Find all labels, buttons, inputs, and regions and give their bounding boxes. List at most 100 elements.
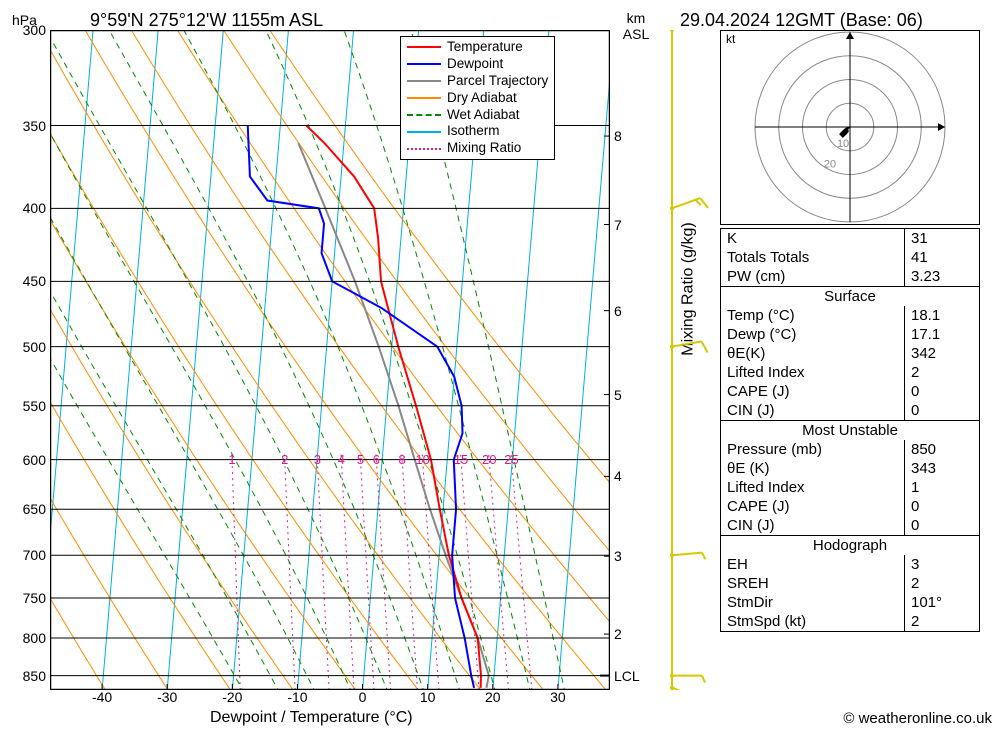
indices-value: 342 xyxy=(905,344,980,363)
legend-label: Temperature xyxy=(447,39,523,56)
pressure-tick: 350 xyxy=(10,118,46,134)
legend-label: Dewpoint xyxy=(447,56,503,73)
pressure-tick: 700 xyxy=(10,547,46,563)
legend-item: Temperature xyxy=(407,39,548,56)
legend-swatch xyxy=(407,46,441,48)
legend-swatch xyxy=(407,97,441,99)
temp-tick: 0 xyxy=(359,689,367,705)
altitude-tick: 5 xyxy=(614,387,622,403)
indices-header: Hodograph xyxy=(721,536,980,556)
indices-value: 18.1 xyxy=(905,306,980,325)
legend-swatch xyxy=(407,131,441,133)
legend-item: Parcel Trajectory xyxy=(407,73,548,90)
pressure-tick: 650 xyxy=(10,501,46,517)
indices-key: K xyxy=(721,229,905,249)
temp-tick: 20 xyxy=(485,689,501,705)
indices-key: θE(K) xyxy=(721,344,905,363)
legend-item: Mixing Ratio xyxy=(407,140,548,157)
indices-value: 3.23 xyxy=(905,267,980,287)
indices-value: 0 xyxy=(905,382,980,401)
indices-key: Dewp (°C) xyxy=(721,325,905,344)
indices-key: CAPE (J) xyxy=(721,382,905,401)
temp-tick: -30 xyxy=(157,689,177,705)
mixing-ratio-label: 3 xyxy=(314,452,321,467)
pressure-tick: 450 xyxy=(10,273,46,289)
legend: TemperatureDewpointParcel TrajectoryDry … xyxy=(400,36,555,160)
legend-swatch xyxy=(407,80,441,82)
indices-value: 17.1 xyxy=(905,325,980,344)
pressure-tick: 300 xyxy=(10,22,46,38)
pressure-tick: 400 xyxy=(10,200,46,216)
title-datetime: 29.04.2024 12GMT (Base: 06) xyxy=(680,10,1000,31)
altitude-tick: 2 xyxy=(614,626,622,642)
indices-value: 41 xyxy=(905,248,980,267)
mixing-ratio-label: 5 xyxy=(357,452,364,467)
mixing-ratio-label: 8 xyxy=(399,452,406,467)
indices-value: 1 xyxy=(905,478,980,497)
legend-item: Wet Adiabat xyxy=(407,107,548,124)
lcl-label: LCL xyxy=(614,668,640,684)
pressure-tick: 750 xyxy=(10,590,46,606)
legend-swatch xyxy=(407,148,441,150)
copyright: © weatheronline.co.uk xyxy=(843,710,992,727)
indices-key: Lifted Index xyxy=(721,363,905,382)
indices-key: CIN (J) xyxy=(721,401,905,421)
legend-label: Wet Adiabat xyxy=(447,107,520,124)
pressure-tick: 800 xyxy=(10,630,46,646)
legend-item: Dewpoint xyxy=(407,56,548,73)
indices-value: 850 xyxy=(905,440,980,459)
mixing-ratio-label: 25 xyxy=(504,452,518,467)
temp-tick: 10 xyxy=(420,689,436,705)
temp-tick: -40 xyxy=(92,689,112,705)
wind-barb-column xyxy=(660,30,710,690)
legend-label: Parcel Trajectory xyxy=(447,73,548,90)
indices-header: Most Unstable xyxy=(721,421,980,441)
indices-value: 101° xyxy=(905,593,980,612)
mixing-ratio-label: 1 xyxy=(228,452,235,467)
indices-key: StmSpd (kt) xyxy=(721,612,905,632)
indices-value: 0 xyxy=(905,401,980,421)
svg-text:10: 10 xyxy=(837,138,849,150)
altitude-tick: 3 xyxy=(614,548,622,564)
indices-value: 0 xyxy=(905,497,980,516)
indices-key: EH xyxy=(721,555,905,574)
mixing-ratio-label: 10 xyxy=(415,452,429,467)
indices-key: PW (cm) xyxy=(721,267,905,287)
mixing-ratio-label: 20 xyxy=(482,452,496,467)
altitude-tick: 4 xyxy=(614,468,622,484)
indices-key: Lifted Index xyxy=(721,478,905,497)
indices-value: 2 xyxy=(905,612,980,632)
indices-value: 2 xyxy=(905,574,980,593)
legend-item: Dry Adiabat xyxy=(407,90,548,107)
legend-swatch xyxy=(407,63,441,65)
indices-key: θE (K) xyxy=(721,459,905,478)
legend-label: Isotherm xyxy=(447,123,500,140)
xlabel: Dewpoint / Temperature (°C) xyxy=(210,709,413,727)
hodograph: 1020 xyxy=(720,30,980,225)
indices-header: Surface xyxy=(721,287,980,307)
svg-text:20: 20 xyxy=(824,158,836,170)
indices-panel: K31Totals Totals41PW (cm)3.23SurfaceTemp… xyxy=(720,228,980,632)
mixing-ratio-label: 2 xyxy=(281,452,288,467)
mixing-ratio-label: 6 xyxy=(373,452,380,467)
indices-value: 31 xyxy=(905,229,980,249)
altitude-tick: 7 xyxy=(614,217,622,233)
altitude-tick: 6 xyxy=(614,303,622,319)
indices-key: CIN (J) xyxy=(721,516,905,536)
pressure-tick: 850 xyxy=(10,668,46,684)
temp-tick: 30 xyxy=(550,689,566,705)
legend-item: Isotherm xyxy=(407,123,548,140)
pressure-tick: 600 xyxy=(10,452,46,468)
mixing-ratio-label: 4 xyxy=(338,452,345,467)
legend-label: Dry Adiabat xyxy=(447,90,517,107)
indices-key: Temp (°C) xyxy=(721,306,905,325)
mixing-ratio-label: 15 xyxy=(454,452,468,467)
indices-key: Totals Totals xyxy=(721,248,905,267)
temp-tick: -10 xyxy=(287,689,307,705)
pressure-tick: 500 xyxy=(10,339,46,355)
indices-value: 2 xyxy=(905,363,980,382)
title-location: 9°59'N 275°12'W 1155m ASL xyxy=(90,10,323,31)
indices-key: CAPE (J) xyxy=(721,497,905,516)
temp-tick: -20 xyxy=(222,689,242,705)
indices-value: 3 xyxy=(905,555,980,574)
